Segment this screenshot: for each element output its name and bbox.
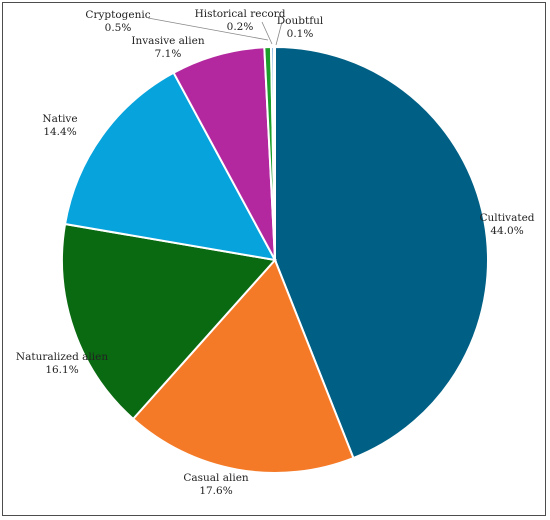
slice-value-doubtful: 0.1% — [287, 28, 314, 40]
slice-label-doubtful: Doubtful — [277, 15, 324, 27]
slice-value-historical-record: 0.2% — [227, 21, 254, 33]
slice-value-naturalized-alien: 16.1% — [45, 364, 78, 376]
pie-slice-cultivated — [274, 45, 489, 460]
slice-label-invasive-alien: Invasive alien — [131, 35, 205, 47]
slice-value-casual-alien: 17.6% — [199, 485, 232, 497]
slice-label-naturalized-alien: Naturalized alien — [16, 351, 108, 363]
slice-value-cultivated: 44.0% — [490, 225, 523, 237]
slice-label-native: Native — [42, 113, 77, 125]
pie-slice-naturalized-alien — [61, 222, 277, 421]
slice-value-invasive-alien: 7.1% — [155, 48, 182, 60]
slice-label-cultivated: Cultivated — [479, 212, 534, 224]
slice-label-casual-alien: Casual alien — [183, 472, 249, 484]
pie-slice-casual-alien — [131, 258, 355, 474]
slice-label-historical-record: Historical record — [195, 8, 286, 20]
leader-line-cryptogenic — [147, 17, 269, 41]
pie-slice-native — [63, 71, 277, 262]
slice-label-cryptogenic: Cryptogenic — [85, 9, 150, 21]
slice-value-cryptogenic: 0.5% — [105, 22, 132, 34]
leader-line-doubtful — [275, 21, 283, 46]
slice-value-native: 14.4% — [43, 126, 76, 138]
leader-line-historical-record — [261, 21, 273, 45]
pie-slice-doubtful — [272, 45, 276, 261]
